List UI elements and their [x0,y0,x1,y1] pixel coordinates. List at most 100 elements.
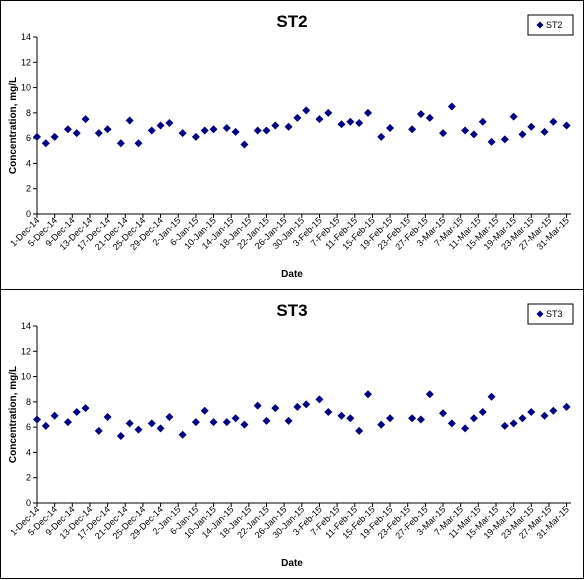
legend: ST2 [527,14,574,36]
data-point-st2 [469,130,478,139]
data-point-st3 [94,426,103,435]
data-point-st2 [416,110,425,119]
data-point-st2 [209,125,218,134]
data-point-st2 [240,140,249,149]
data-point-st3 [103,413,112,422]
data-point-st3 [377,420,386,429]
data-point-st2 [284,122,293,131]
data-point-st2 [63,125,72,134]
y-axis-title: Concentration, mg/L [8,77,19,174]
x-axis-title: Date [281,269,303,280]
data-point-st3 [408,414,417,423]
data-point-st3 [439,409,448,418]
y-tick-label: 12 [21,57,31,67]
data-point-st3 [222,418,231,427]
data-point-st3 [253,401,262,410]
data-point-st2 [116,139,125,148]
data-point-st2 [103,125,112,134]
data-point-st2 [50,132,59,141]
legend-marker [536,310,544,318]
data-point-st3 [315,395,324,404]
data-point-st3 [262,416,271,425]
y-axis-title: Concentration, mg/L [8,366,19,463]
data-point-st3 [165,413,174,422]
data-point-st3 [447,419,456,428]
data-point-st3 [81,404,90,413]
data-point-st3 [41,421,50,430]
data-point-st2 [271,121,280,130]
data-point-st2 [447,102,456,111]
data-point-st2 [293,113,302,122]
chart-panel-st3: ST3 0 2 4 6 8 10 12 14 1-Dec-14 5-Dec-14 9-Dec-14 13… [0,289,584,579]
y-tick-label: 4 [26,447,31,457]
data-point-st2 [33,132,41,141]
data-point-st3 [363,390,372,399]
data-point-st2 [562,121,571,130]
data-point-st3 [518,414,527,423]
data-point-st3 [271,404,280,413]
data-point-st3 [562,402,571,411]
y-tick-label: 0 [26,209,31,219]
y-tick-label: 2 [26,184,31,194]
y-tick-label: 12 [21,346,31,356]
data-point-st3 [416,415,425,424]
data-point-st2 [302,106,311,115]
data-point-st3 [549,406,558,415]
data-point-st2 [147,126,156,135]
data-point-st3 [386,414,395,423]
data-point-st2 [315,115,324,124]
data-point-st2 [487,137,496,146]
data-point-st2 [518,130,527,139]
data-point-st2 [337,120,346,129]
data-point-st3 [324,407,333,416]
data-point-st2 [527,122,536,131]
data-point-st2 [41,139,50,148]
data-point-st2 [425,113,434,122]
y-tick-label: 14 [21,321,31,331]
data-point-st3 [125,419,134,428]
data-point-st3 [540,411,549,420]
y-tick-label: 6 [26,422,31,432]
data-point-st2 [262,126,271,135]
data-point-st2 [94,129,103,138]
data-point-st3 [337,411,346,420]
data-point-st3 [284,416,293,425]
data-point-st3 [50,411,59,420]
legend-label: ST2 [546,20,563,30]
y-tick-label: 4 [26,158,31,168]
data-point-st2 [324,108,333,117]
data-point-st2 [549,117,558,126]
data-point-st3 [478,407,487,416]
data-point-st3 [72,407,81,416]
data-point-st2 [191,132,200,141]
data-point-st3 [500,421,509,430]
data-point-st3 [469,414,478,423]
y-tick-label: 6 [26,133,31,143]
data-point-st3 [355,426,364,435]
data-point-st3 [461,424,470,433]
data-point-st2 [346,117,355,126]
legend-box [527,303,574,325]
x-axis-title: Date [281,558,303,569]
y-tick-label: 8 [26,108,31,118]
legend-marker [536,21,544,29]
y-tick-label: 8 [26,397,31,407]
data-point-st3 [156,424,165,433]
chart-title: ST3 [276,301,307,320]
y-tick-label: 10 [21,83,31,93]
chart-title: ST2 [276,12,307,31]
data-point-st3 [134,425,143,434]
data-point-st3 [63,418,72,427]
data-point-st3 [527,407,536,416]
data-point-st2 [81,115,90,124]
legend-box [527,14,574,36]
data-point-st2 [156,121,165,130]
data-point-st3 [191,418,200,427]
data-point-st3 [33,415,41,424]
y-tick-label: 10 [21,372,31,382]
data-point-st2 [200,126,209,135]
data-point-st3 [302,400,311,409]
data-point-st2 [408,125,417,134]
data-point-st3 [209,418,218,427]
chart-st3-svg: ST3024681012141-Dec-145-Dec-149-Dec-1413… [8,301,574,569]
